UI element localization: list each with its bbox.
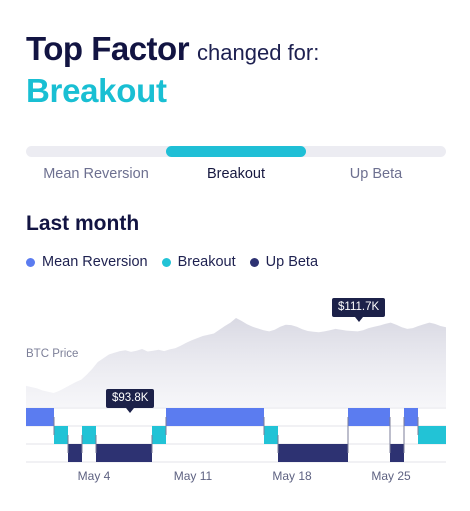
legend-label-breakout: Breakout: [177, 254, 236, 270]
factor-segment-up-beta: [390, 444, 404, 462]
legend-item-up-beta: Up Beta: [249, 254, 319, 270]
btc-price-label: BTC Price: [26, 348, 79, 360]
x-tick-may-25: May 25: [371, 469, 411, 483]
legend: Mean Reversion Breakout Up Beta: [26, 254, 332, 270]
factor-segment-mean-reversion: [26, 408, 54, 426]
title-line: Top Factor changed for:: [26, 30, 319, 68]
factor-segment-up-beta: [278, 444, 348, 462]
page-title: Top Factor: [26, 30, 190, 67]
section-title: Last month: [26, 212, 140, 235]
factor-segments: [26, 408, 446, 462]
factor-segment-breakout: [82, 426, 96, 444]
tab-labels: Mean Reversion Breakout Up Beta: [26, 166, 446, 182]
tab-mean-reversion[interactable]: Mean Reversion: [43, 166, 149, 182]
factor-segment-breakout: [418, 426, 446, 444]
legend-dot-breakout: [161, 257, 171, 267]
callout-arrow: [354, 317, 363, 322]
price-callout-low: $93.8K: [106, 389, 155, 413]
top-factor-name: Breakout: [26, 72, 167, 109]
factor-segment-up-beta: [68, 444, 82, 462]
tab-breakout[interactable]: Breakout: [206, 166, 266, 182]
legend-label-mean-reversion: Mean Reversion: [42, 254, 148, 270]
tab-track: [26, 146, 446, 157]
page-subtitle: changed for:: [197, 40, 320, 65]
factor-segment-breakout: [54, 426, 68, 444]
factor-segment-mean-reversion: [166, 408, 264, 426]
price-area: [26, 318, 446, 407]
price-callout-low-label: $93.8K: [112, 392, 149, 404]
legend-item-mean-reversion: Mean Reversion: [26, 254, 148, 270]
x-axis-labels: May 4 May 11 May 18 May 25: [0, 469, 470, 485]
factor-segment-up-beta: [96, 444, 152, 462]
header: Top Factor changed for: Breakout: [26, 30, 319, 110]
factor-tabs: Mean Reversion Breakout Up Beta: [26, 146, 446, 182]
factor-segment-mean-reversion: [348, 408, 390, 426]
tab-up-beta[interactable]: Up Beta: [349, 166, 403, 182]
tab-active-indicator: [166, 146, 306, 157]
x-tick-may-11: May 11: [173, 469, 213, 483]
factor-segment-mean-reversion: [404, 408, 418, 426]
factor-segment-breakout: [264, 426, 278, 444]
legend-item-breakout: Breakout: [161, 254, 236, 270]
legend-dot-up-beta: [249, 257, 259, 267]
legend-label-up-beta: Up Beta: [265, 254, 319, 270]
price-callout-high-label: $111.7K: [338, 301, 380, 313]
x-tick-may-18: May 18: [272, 469, 312, 483]
factor-segment-breakout: [152, 426, 166, 444]
x-tick-may-4: May 4: [77, 469, 111, 483]
price-callout-high: $111.7K: [332, 298, 386, 322]
callout-arrow: [126, 408, 135, 413]
legend-dot-mean-reversion: [26, 257, 35, 267]
